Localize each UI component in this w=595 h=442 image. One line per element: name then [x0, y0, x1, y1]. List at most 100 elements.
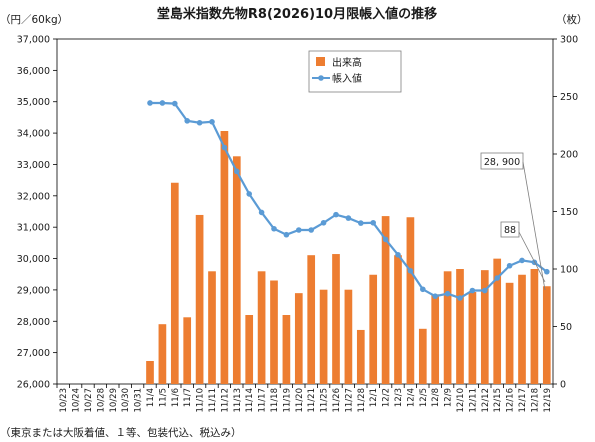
price-point	[519, 257, 525, 264]
y-left-tick-label: 37,000	[17, 35, 50, 46]
price-point	[432, 293, 439, 299]
x-tick-label: 11/10	[196, 388, 206, 413]
volume-bar	[344, 289, 353, 384]
price-line	[147, 100, 550, 301]
volume-bar	[282, 315, 291, 384]
y-left-tick-label: 26,000	[17, 380, 50, 391]
callout-price-box	[480, 152, 524, 170]
callout-volume-box	[500, 221, 520, 238]
price-point	[420, 286, 426, 293]
legend-line-marker	[318, 75, 324, 81]
legend-bar-swatch	[316, 57, 325, 66]
y-left-tick-label: 28,000	[17, 317, 50, 328]
x-tick-label: 11/13	[233, 388, 243, 413]
y-right-tick-label: 0	[560, 380, 566, 391]
legend-label-volume: 出来高	[332, 56, 362, 69]
volume-bar	[170, 182, 179, 384]
price-point	[407, 267, 414, 274]
y-left-tick-label: 31,000	[17, 223, 50, 234]
volume-bar	[146, 361, 154, 384]
y-right-unit: （枚）	[556, 13, 588, 26]
volume-bar	[518, 274, 526, 384]
price-point	[271, 225, 277, 232]
x-tick-label: 12/2	[382, 388, 392, 407]
price-point	[209, 119, 215, 125]
y-right-tick-label: 300	[560, 35, 578, 46]
price-point	[444, 290, 451, 297]
callout-price-leader	[522, 161, 546, 291]
price-point	[345, 215, 352, 221]
volume-bar	[493, 258, 502, 384]
price-point	[506, 262, 513, 269]
y-right-tick-label: 250	[560, 92, 578, 103]
chart-title: 堂島米指数先物R8(2026)10月限帳入値の推移	[157, 6, 437, 22]
x-tick-label: 12/12	[481, 388, 491, 413]
price-point	[159, 100, 166, 106]
volume-bar	[183, 317, 192, 384]
y-left-tick-label: 36,000	[17, 66, 50, 77]
price-point	[320, 219, 327, 226]
volume-bar	[431, 294, 440, 384]
x-tick-label: 12/16	[506, 388, 516, 413]
callout-price: 28, 900	[480, 152, 546, 291]
price-point	[358, 220, 364, 226]
x-tick-label: 12/10	[456, 388, 466, 413]
x-tick-label: 12/1	[369, 388, 379, 407]
x-tick-label: 11/7	[183, 388, 193, 407]
callout-price-text: 28, 900	[484, 157, 520, 168]
x-tick-label: 12/11	[468, 388, 478, 413]
price-point	[296, 227, 302, 233]
callout-volume: 88	[500, 221, 546, 283]
y-left-tick-label: 35,000	[17, 97, 50, 108]
x-tick-label: 11/18	[270, 388, 280, 413]
y-right-tick-label: 100	[560, 265, 578, 276]
volume-bar	[332, 254, 340, 384]
x-tick-label: 11/21	[307, 388, 317, 413]
volume-bar	[505, 282, 514, 384]
y-left-tick-label: 32,000	[17, 191, 50, 202]
x-tick-label: 12/15	[493, 388, 503, 413]
volume-bar	[418, 328, 427, 384]
volume-bar	[468, 292, 477, 384]
y-right-axis: 0 50 100 150 200 250 300	[553, 35, 578, 391]
volume-bar	[530, 269, 539, 384]
volume-bar	[356, 329, 365, 384]
volume-bar	[245, 315, 254, 384]
volume-bar	[381, 216, 390, 384]
x-tick-label: 11/11	[208, 388, 218, 413]
y-left-axis: 26,000 27,000 28,000 29,000 30,000 31,000 32,0…	[17, 35, 57, 391]
x-tick-label: 10/31	[134, 388, 144, 413]
volume-bar	[307, 255, 316, 384]
volume-bar	[220, 131, 229, 384]
y-left-tick-label: 34,000	[17, 129, 50, 140]
x-tick-label: 12/8	[431, 388, 441, 407]
x-tick-label: 12/3	[394, 388, 404, 407]
price-point	[482, 287, 488, 294]
y-right-tick-label: 200	[560, 150, 578, 161]
price-point	[234, 168, 240, 175]
legend-label-price: 帳入値	[332, 72, 362, 85]
x-tick-label: 11/17	[258, 388, 268, 413]
x-tick-label: 10/29	[109, 388, 119, 413]
volume-bar	[270, 280, 278, 384]
y-left-tick-label: 33,000	[17, 160, 50, 171]
price-point	[196, 119, 203, 126]
x-tick-label: 11/25	[320, 388, 330, 413]
volume-bar	[480, 270, 489, 384]
volume-bar	[542, 286, 551, 384]
price-point	[258, 209, 265, 216]
price-point	[395, 251, 401, 258]
price-line-path	[150, 101, 548, 300]
volume-bar	[443, 271, 452, 384]
volume-bar	[257, 271, 266, 384]
x-tick-label: 11/26	[332, 388, 342, 413]
x-tick-label: 10/23	[59, 388, 69, 413]
price-point	[382, 236, 389, 243]
x-axis: 10/23 10/24 10/27 10/28 10/29 10/30 10/31 11/4 1…	[56, 384, 554, 413]
price-point	[246, 191, 252, 197]
volume-bar	[319, 289, 328, 384]
x-tick-label: 12/17	[518, 388, 528, 413]
volume-bar	[394, 255, 402, 384]
volume-bars	[146, 131, 551, 384]
